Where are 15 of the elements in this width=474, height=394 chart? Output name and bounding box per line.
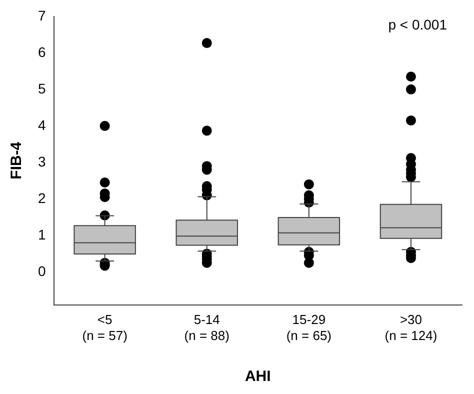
y-tick-label: 5 bbox=[38, 80, 46, 96]
y-tick-label: 2 bbox=[38, 190, 46, 206]
annotation: p < 0.001 bbox=[388, 16, 448, 32]
y-tick-label: 6 bbox=[38, 44, 46, 60]
x-tick-label: <5 (n = 57) bbox=[82, 312, 128, 343]
y-tick-label: 7 bbox=[38, 7, 46, 24]
x-axis-title: AHI bbox=[244, 368, 271, 386]
y-tick-label: 0 bbox=[38, 262, 46, 279]
y-tick-label: 3 bbox=[38, 153, 46, 170]
y-axis-title: FIB-4 bbox=[8, 141, 26, 180]
x-tick-label: >30 (n = 124) bbox=[384, 312, 438, 343]
y-tick-label: 4 bbox=[38, 116, 46, 133]
x-tick-label: 5-14 (n = 88) bbox=[184, 312, 230, 343]
y-tick-label: 1 bbox=[38, 226, 46, 242]
x-tick-label: 15-29 (n = 65) bbox=[286, 312, 332, 343]
